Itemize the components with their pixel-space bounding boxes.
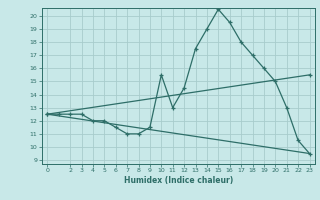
X-axis label: Humidex (Indice chaleur): Humidex (Indice chaleur)	[124, 176, 233, 185]
